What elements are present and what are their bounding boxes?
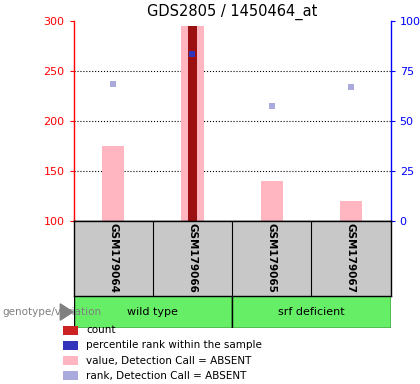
Text: rank, Detection Call = ABSENT: rank, Detection Call = ABSENT (87, 371, 247, 381)
Bar (102, 146, 124, 221)
Bar (188, 26, 197, 221)
Bar (181, 26, 204, 221)
Text: wild type: wild type (127, 307, 178, 317)
Text: srf deficient: srf deficient (278, 307, 345, 317)
Text: value, Detection Call = ABSENT: value, Detection Call = ABSENT (87, 356, 252, 366)
Text: percentile rank within the sample: percentile rank within the sample (87, 340, 262, 350)
Text: GSM179066: GSM179066 (187, 223, 197, 293)
Text: count: count (87, 325, 116, 335)
Bar (232, 296, 391, 328)
Bar (63, 326, 78, 334)
Bar (260, 181, 283, 221)
Text: GSM179065: GSM179065 (267, 223, 277, 293)
Bar (63, 341, 78, 350)
Text: GSM179067: GSM179067 (346, 223, 356, 293)
Title: GDS2805 / 1450464_at: GDS2805 / 1450464_at (147, 3, 317, 20)
Text: GSM179064: GSM179064 (108, 223, 118, 293)
Bar (63, 371, 78, 380)
Bar (74, 296, 232, 328)
Bar (63, 356, 78, 365)
Bar (340, 201, 362, 221)
Polygon shape (60, 304, 73, 320)
Text: genotype/variation: genotype/variation (2, 307, 101, 317)
